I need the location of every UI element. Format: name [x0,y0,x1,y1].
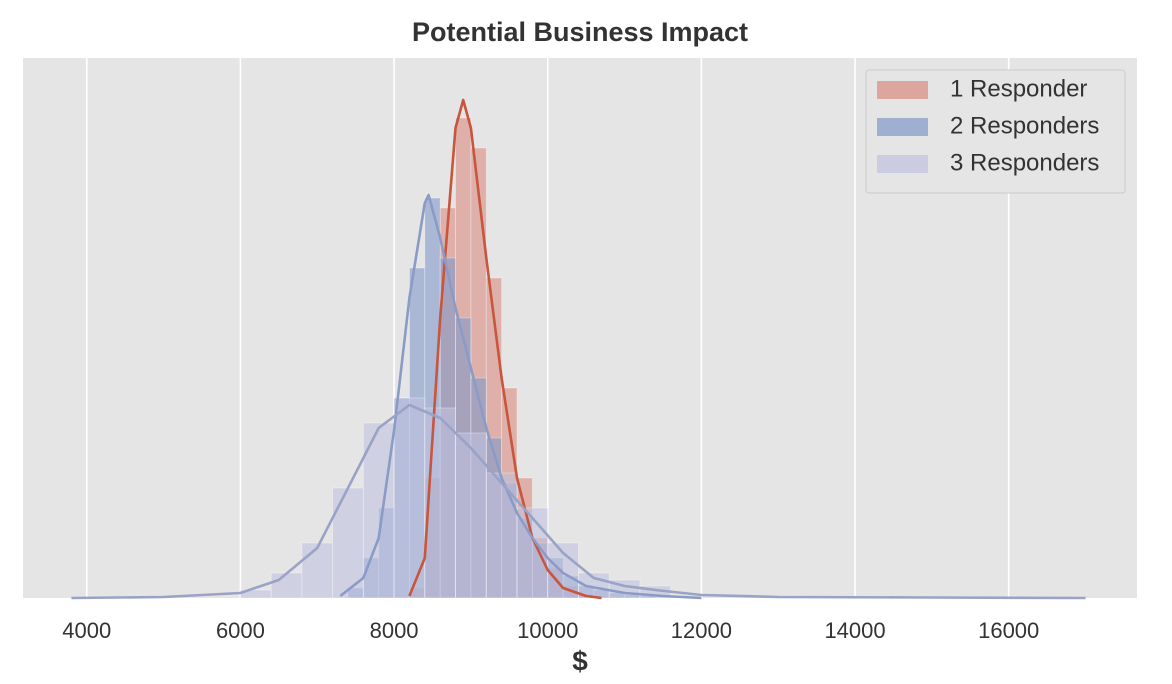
legend-label: 1 Responder [950,75,1087,102]
legend-label: 3 Responders [950,149,1099,176]
kde-line [71,403,1086,600]
histogram-bar [270,572,303,599]
chart-title: Potential Business Impact [412,17,748,47]
legend-swatch [877,118,928,136]
histogram-bar [362,422,395,599]
x-tick-label: 6000 [216,618,265,643]
histogram-bar [393,397,426,599]
kde-line [408,98,602,600]
legend-swatch [877,155,928,173]
x-tick-label: 12000 [671,618,732,643]
histogram-bar [424,407,456,599]
legend-label: 2 Responders [950,112,1099,139]
x-tick-label: 14000 [824,618,885,643]
histogram-bar [301,542,334,599]
legend-swatch [877,81,928,99]
x-tick-label: 4000 [62,618,111,643]
histogram-bar [485,472,518,599]
histogram-bar [455,432,487,599]
x-tick-label: 8000 [370,618,419,643]
legend-box [865,69,1126,194]
x-tick-label: 10000 [517,618,578,643]
x-tick-label: 16000 [978,618,1039,643]
x-axis-label: $ [572,645,588,676]
kde-line [339,193,702,600]
